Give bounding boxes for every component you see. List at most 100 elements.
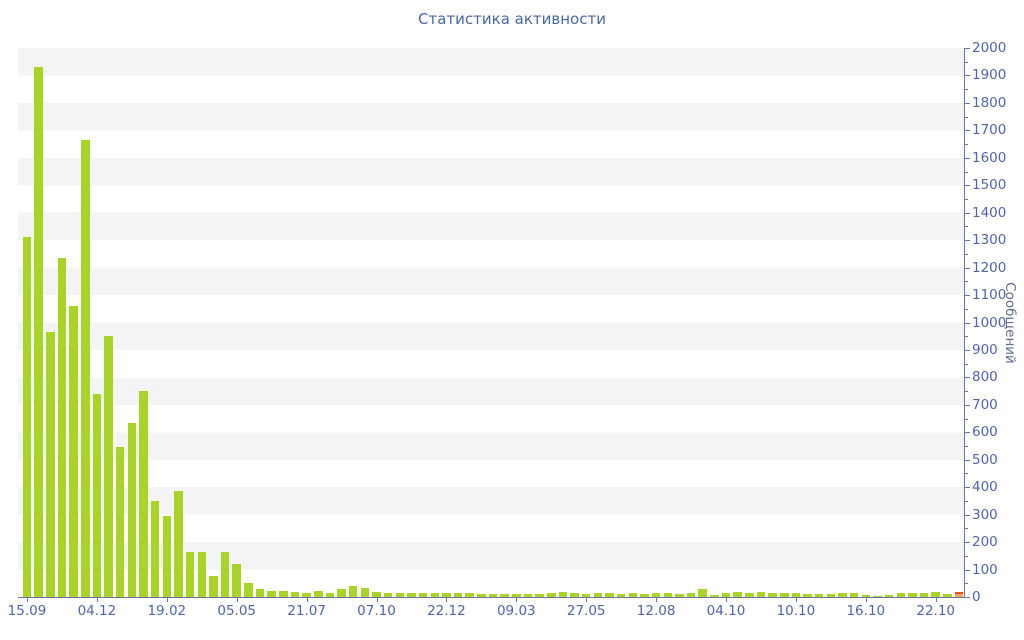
bar	[232, 564, 241, 597]
bar	[477, 593, 486, 597]
x-tick-label: 22.12	[427, 603, 466, 619]
bar	[337, 588, 346, 597]
y-major-tick	[965, 597, 970, 598]
y-major-tick	[965, 212, 970, 214]
y-tick-label: 1000	[972, 314, 1007, 331]
bar	[465, 593, 474, 597]
y-major-tick	[965, 432, 970, 434]
bar	[884, 594, 894, 597]
y-major-tick	[965, 75, 970, 77]
y-axis-title: Сообщений	[1002, 281, 1018, 364]
bar	[896, 593, 905, 597]
x-tick-label: 09.03	[496, 603, 536, 619]
bar	[360, 587, 370, 597]
bar	[616, 593, 626, 597]
y-minor-tick	[965, 446, 968, 448]
bar	[838, 593, 847, 597]
bar	[115, 447, 125, 597]
y-tick-label: 1500	[972, 177, 1007, 194]
y-major-tick	[965, 102, 970, 104]
y-minor-tick	[965, 500, 968, 502]
y-major-tick	[965, 404, 970, 406]
bar	[605, 593, 614, 597]
bar	[302, 592, 311, 597]
bar	[139, 391, 148, 597]
bar-current-period	[954, 591, 964, 597]
x-tick-label: 19.02	[147, 603, 187, 619]
bar	[512, 593, 521, 597]
bar	[558, 591, 568, 597]
y-minor-tick	[965, 555, 968, 557]
y-minor-tick	[965, 528, 968, 530]
bar	[22, 237, 32, 597]
y-major-tick	[965, 377, 970, 379]
y-minor-tick	[965, 473, 968, 475]
y-tick-label: 100	[972, 561, 998, 578]
bar	[535, 593, 544, 597]
y-major-tick	[965, 542, 970, 544]
y-minor-tick	[965, 144, 968, 146]
y-minor-tick	[965, 391, 968, 393]
bar	[593, 593, 603, 597]
bar	[162, 516, 172, 597]
x-tick	[795, 598, 797, 602]
bar	[523, 594, 533, 597]
x-tick-label: 07.10	[357, 603, 396, 619]
bar	[46, 332, 55, 597]
x-tick	[516, 598, 518, 602]
y-minor-tick	[965, 198, 968, 200]
x-tick	[446, 598, 448, 602]
x-tick-label: 10.10	[776, 603, 816, 619]
x-tick-label: 16.10	[846, 603, 886, 619]
y-tick-label: 800	[972, 369, 998, 386]
y-minor-tick	[965, 171, 968, 173]
y-major-tick	[965, 459, 970, 461]
bar	[69, 306, 78, 597]
y-minor-tick	[965, 308, 968, 310]
chart-title: Статистика активности	[418, 10, 606, 28]
bar	[34, 67, 43, 597]
y-tick-label: 300	[972, 506, 998, 523]
bar	[791, 593, 801, 597]
x-tick-label: 15.09	[7, 603, 47, 619]
bar	[675, 593, 684, 597]
bar	[943, 593, 952, 597]
x-tick	[865, 598, 867, 602]
x-tick	[96, 598, 98, 602]
y-major-tick	[965, 514, 970, 516]
bar	[220, 551, 230, 597]
x-tick	[27, 598, 28, 602]
bar	[314, 591, 323, 597]
bar	[430, 592, 439, 597]
y-tick-label: 500	[972, 451, 998, 468]
x-tick-label: 04.10	[706, 603, 746, 619]
y-major-tick	[965, 157, 970, 159]
y-minor-tick	[965, 116, 968, 118]
bar	[500, 593, 509, 597]
x-tick	[166, 598, 168, 602]
x-tick	[656, 598, 658, 602]
y-tick-label: 700	[972, 396, 998, 413]
bar	[733, 592, 742, 597]
y-major-tick	[965, 240, 970, 242]
bar	[127, 422, 137, 597]
bar	[721, 592, 731, 597]
bar	[174, 491, 183, 597]
y-minor-tick	[965, 336, 968, 338]
x-tick-label: 04.12	[77, 603, 117, 619]
y-tick-label: 1700	[972, 122, 1007, 139]
y-minor-tick	[965, 418, 968, 420]
y-minor-tick	[965, 253, 968, 255]
bar	[849, 593, 859, 597]
bar	[931, 592, 940, 597]
bar	[418, 593, 428, 597]
y-tick-label: 1300	[972, 232, 1007, 249]
y-major-tick	[965, 349, 970, 351]
y-tick-label: 600	[972, 424, 998, 441]
x-tick	[586, 598, 588, 602]
bar	[348, 586, 358, 597]
y-tick-label: 1200	[972, 259, 1007, 276]
bar	[290, 591, 300, 597]
x-tick-label: 05.05	[217, 603, 257, 619]
bar	[372, 592, 381, 597]
